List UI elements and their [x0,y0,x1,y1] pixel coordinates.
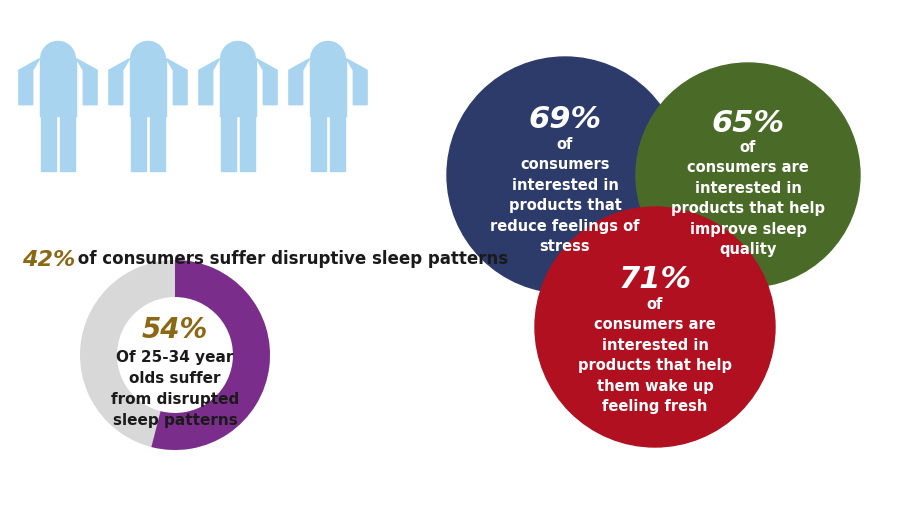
Bar [40,116,56,171]
Polygon shape [166,59,187,105]
Polygon shape [346,59,367,105]
Polygon shape [109,59,130,105]
Text: 65%: 65% [712,109,785,137]
Text: 71%: 71% [618,265,691,293]
Bar [310,116,326,171]
Bar [40,59,76,116]
Circle shape [447,57,683,293]
Circle shape [40,41,76,76]
Polygon shape [199,59,220,105]
Circle shape [636,63,860,287]
Circle shape [310,41,346,76]
Bar [150,116,166,171]
Polygon shape [256,59,277,105]
Wedge shape [151,260,270,450]
Bar [220,116,236,171]
Wedge shape [80,260,270,450]
Text: Of 25-34 year
olds suffer
from disrupted
sleep patterns: Of 25-34 year olds suffer from disrupted… [111,350,239,428]
Bar [220,59,256,116]
Bar [130,59,166,116]
Circle shape [535,207,775,447]
Circle shape [220,41,256,76]
Circle shape [130,41,166,76]
Bar [240,116,256,171]
Text: of consumers suffer disruptive sleep patterns: of consumers suffer disruptive sleep pat… [72,250,508,268]
Bar [130,116,146,171]
Text: of
consumers are
interested in
products that help
improve sleep
quality: of consumers are interested in products … [671,140,825,257]
Bar [310,59,346,116]
Text: of
consumers are
interested in
products that help
them wake up
feeling fresh: of consumers are interested in products … [578,297,732,414]
Bar [330,116,346,171]
Text: 69%: 69% [528,106,601,134]
Text: 54%: 54% [142,316,208,344]
Text: 42%: 42% [22,250,76,270]
Polygon shape [76,59,97,105]
Polygon shape [19,59,40,105]
Text: of
consumers
interested in
products that
reduce feelings of
stress: of consumers interested in products that… [491,137,640,254]
Bar [60,116,76,171]
Polygon shape [289,59,310,105]
